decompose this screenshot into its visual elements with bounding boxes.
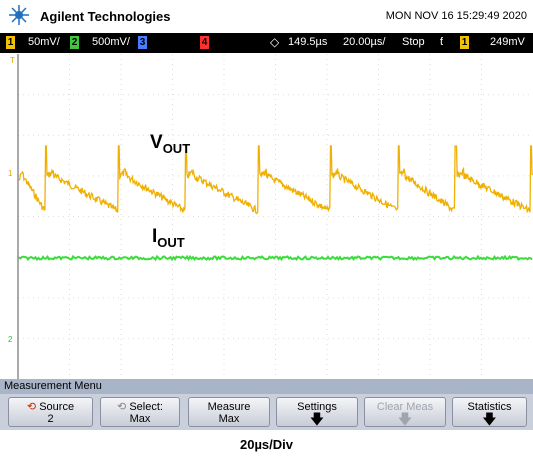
vout-trace bbox=[18, 145, 533, 215]
button-value: Max bbox=[218, 413, 240, 425]
label-sub: OUT bbox=[157, 235, 185, 250]
trigger-level: 249mV bbox=[490, 36, 525, 48]
caption: 20µs/Div bbox=[239, 437, 294, 452]
ch3-box: 3 bbox=[138, 36, 147, 49]
run-state: Stop bbox=[402, 36, 425, 48]
iout-trace bbox=[18, 254, 533, 262]
label-main: I bbox=[152, 226, 158, 247]
source-button[interactable]: ⟲ Source 2 bbox=[8, 397, 93, 427]
ch2-marker: 2 bbox=[8, 335, 13, 344]
select-button[interactable]: ⟲ Select: Max bbox=[100, 397, 180, 427]
button-label: Select: bbox=[129, 401, 163, 413]
label-sub: OUT bbox=[162, 141, 191, 156]
iout-label: IOUT bbox=[152, 226, 185, 250]
button-label: Clear Meas bbox=[376, 401, 434, 413]
header: Agilent Technologies MON NOV 16 15:29:49… bbox=[0, 0, 533, 30]
ch1-marker: 1 bbox=[8, 169, 13, 178]
button-label: Settings bbox=[297, 401, 337, 413]
ch1-box: 1 bbox=[6, 36, 15, 49]
button-value: 2 bbox=[47, 413, 54, 425]
trigger-marker: T bbox=[10, 56, 15, 65]
brand: Agilent Technologies bbox=[40, 9, 171, 24]
statistics-button[interactable]: Statistics 🡇 bbox=[452, 397, 527, 427]
ch1-scale: 50mV/ bbox=[28, 36, 60, 48]
button-label: Measure bbox=[207, 401, 251, 413]
label-main: V bbox=[150, 132, 163, 153]
datetime: MON NOV 16 15:29:49 2020 bbox=[385, 10, 527, 22]
trigger-icon: ƭ bbox=[440, 36, 444, 48]
delay-icon: ◇ bbox=[270, 35, 280, 49]
ch2-scale: 500mV/ bbox=[92, 36, 130, 48]
logo bbox=[9, 5, 29, 25]
vout-label: VOUT bbox=[150, 132, 191, 156]
delay: 149.5µs bbox=[288, 36, 328, 48]
ch4-box: 4 bbox=[200, 36, 209, 49]
trigger-source: 1 bbox=[460, 36, 469, 49]
clear-meas-button[interactable]: Clear Meas 🡇 bbox=[364, 397, 446, 427]
button-label: Source bbox=[39, 401, 75, 413]
waveform-display bbox=[17, 54, 533, 379]
ch2-box: 2 bbox=[70, 36, 79, 49]
menu-title: Measurement Menu bbox=[0, 379, 533, 394]
settings-button[interactable]: Settings 🡇 bbox=[276, 397, 358, 427]
status-bar: 1 50mV/ 2 500mV/ 3 4 ◇ 149.5µs 20.00µs/ … bbox=[0, 33, 533, 53]
button-value: Max bbox=[129, 413, 151, 425]
timebase: 20.00µs/ bbox=[343, 36, 386, 48]
measure-button[interactable]: Measure Max bbox=[188, 397, 270, 427]
button-label: Statistics bbox=[467, 401, 512, 413]
softkey-bar: ⟲ Source 2 ⟲ Select: Max Measure Max Settin… bbox=[0, 394, 533, 430]
